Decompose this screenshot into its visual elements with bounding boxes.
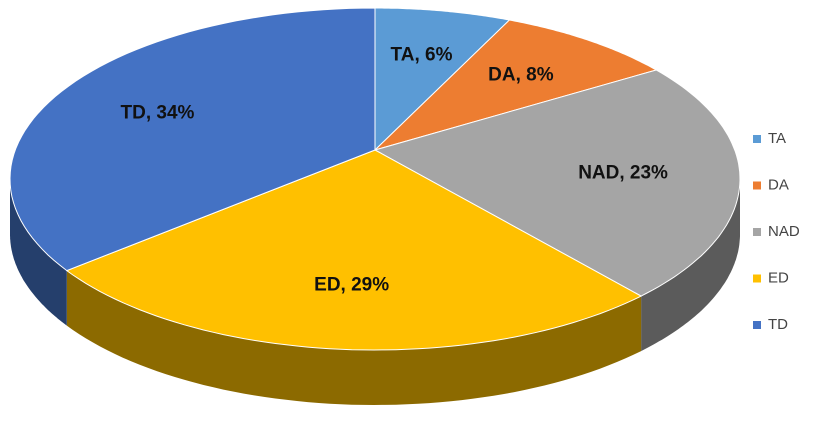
legend-label: ED <box>768 269 789 286</box>
legend-label: NAD <box>768 223 800 240</box>
legend-swatch <box>753 181 761 190</box>
data-label: DA, 8% <box>488 65 554 86</box>
pie-slice <box>373 69 741 297</box>
pie-slice <box>374 7 511 152</box>
legend-label: TD <box>768 316 788 333</box>
data-label: ED, 29% <box>314 274 389 295</box>
legend-swatch <box>753 274 761 283</box>
legend-swatch <box>753 321 761 329</box>
legend-swatch <box>753 228 761 236</box>
data-label: TA, 6% <box>391 45 453 66</box>
data-label: TD, 34% <box>121 103 195 124</box>
pie-tops <box>9 7 741 351</box>
data-label: NAD, 23% <box>578 162 668 183</box>
data-labels: TA, 6% DA, 8% NAD, 23% ED, 29% TD, 34% <box>121 45 669 296</box>
legend-swatch <box>753 135 761 143</box>
pie-side <box>10 179 67 326</box>
pie-slice <box>65 149 643 351</box>
pie-slice <box>374 19 658 151</box>
pie-side <box>66 270 642 405</box>
legend: TA DA NAD ED TD <box>753 130 800 333</box>
legend-label: DA <box>768 176 789 193</box>
legend-label: TA <box>768 130 786 147</box>
pie-slice <box>9 7 376 272</box>
